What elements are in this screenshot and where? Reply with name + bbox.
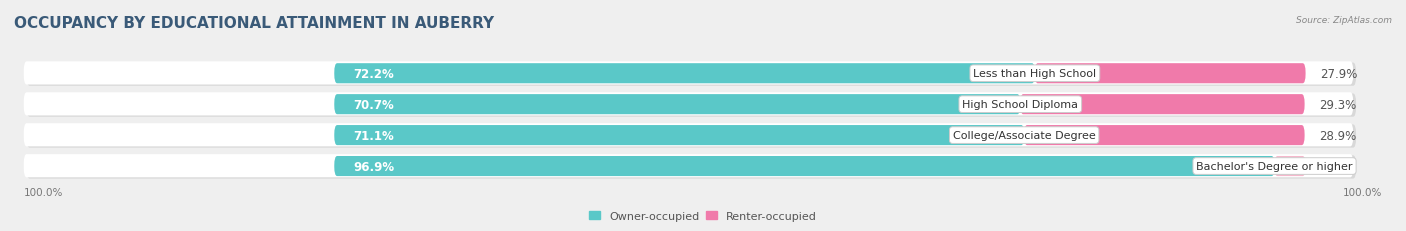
Text: Less than High School: Less than High School (973, 69, 1097, 79)
FancyBboxPatch shape (1274, 156, 1306, 176)
FancyBboxPatch shape (27, 94, 1355, 117)
FancyBboxPatch shape (335, 64, 1035, 84)
Text: 70.7%: 70.7% (354, 98, 395, 111)
Text: 28.9%: 28.9% (1319, 129, 1357, 142)
FancyBboxPatch shape (1024, 125, 1305, 146)
Text: 71.1%: 71.1% (354, 129, 395, 142)
FancyBboxPatch shape (1035, 64, 1306, 84)
Legend: Owner-occupied, Renter-occupied: Owner-occupied, Renter-occupied (585, 206, 821, 225)
FancyBboxPatch shape (24, 93, 1353, 116)
Text: Source: ZipAtlas.com: Source: ZipAtlas.com (1296, 16, 1392, 25)
FancyBboxPatch shape (335, 95, 1021, 115)
FancyBboxPatch shape (335, 156, 1274, 176)
Text: OCCUPANCY BY EDUCATIONAL ATTAINMENT IN AUBERRY: OCCUPANCY BY EDUCATIONAL ATTAINMENT IN A… (14, 16, 494, 31)
FancyBboxPatch shape (24, 124, 1353, 147)
FancyBboxPatch shape (27, 125, 1355, 148)
Text: 27.9%: 27.9% (1320, 67, 1358, 80)
Text: College/Associate Degree: College/Associate Degree (953, 131, 1095, 140)
Text: 29.3%: 29.3% (1319, 98, 1357, 111)
FancyBboxPatch shape (24, 62, 1353, 85)
Text: High School Diploma: High School Diploma (962, 100, 1078, 110)
FancyBboxPatch shape (27, 63, 1355, 86)
Text: 96.9%: 96.9% (354, 160, 395, 173)
FancyBboxPatch shape (1021, 95, 1305, 115)
Text: 100.0%: 100.0% (24, 187, 63, 197)
FancyBboxPatch shape (27, 156, 1355, 179)
Text: 100.0%: 100.0% (1343, 187, 1382, 197)
FancyBboxPatch shape (335, 125, 1024, 146)
Text: 3.2%: 3.2% (1320, 160, 1350, 173)
Text: Bachelor's Degree or higher: Bachelor's Degree or higher (1197, 161, 1353, 171)
Text: 72.2%: 72.2% (354, 67, 395, 80)
FancyBboxPatch shape (24, 155, 1353, 178)
